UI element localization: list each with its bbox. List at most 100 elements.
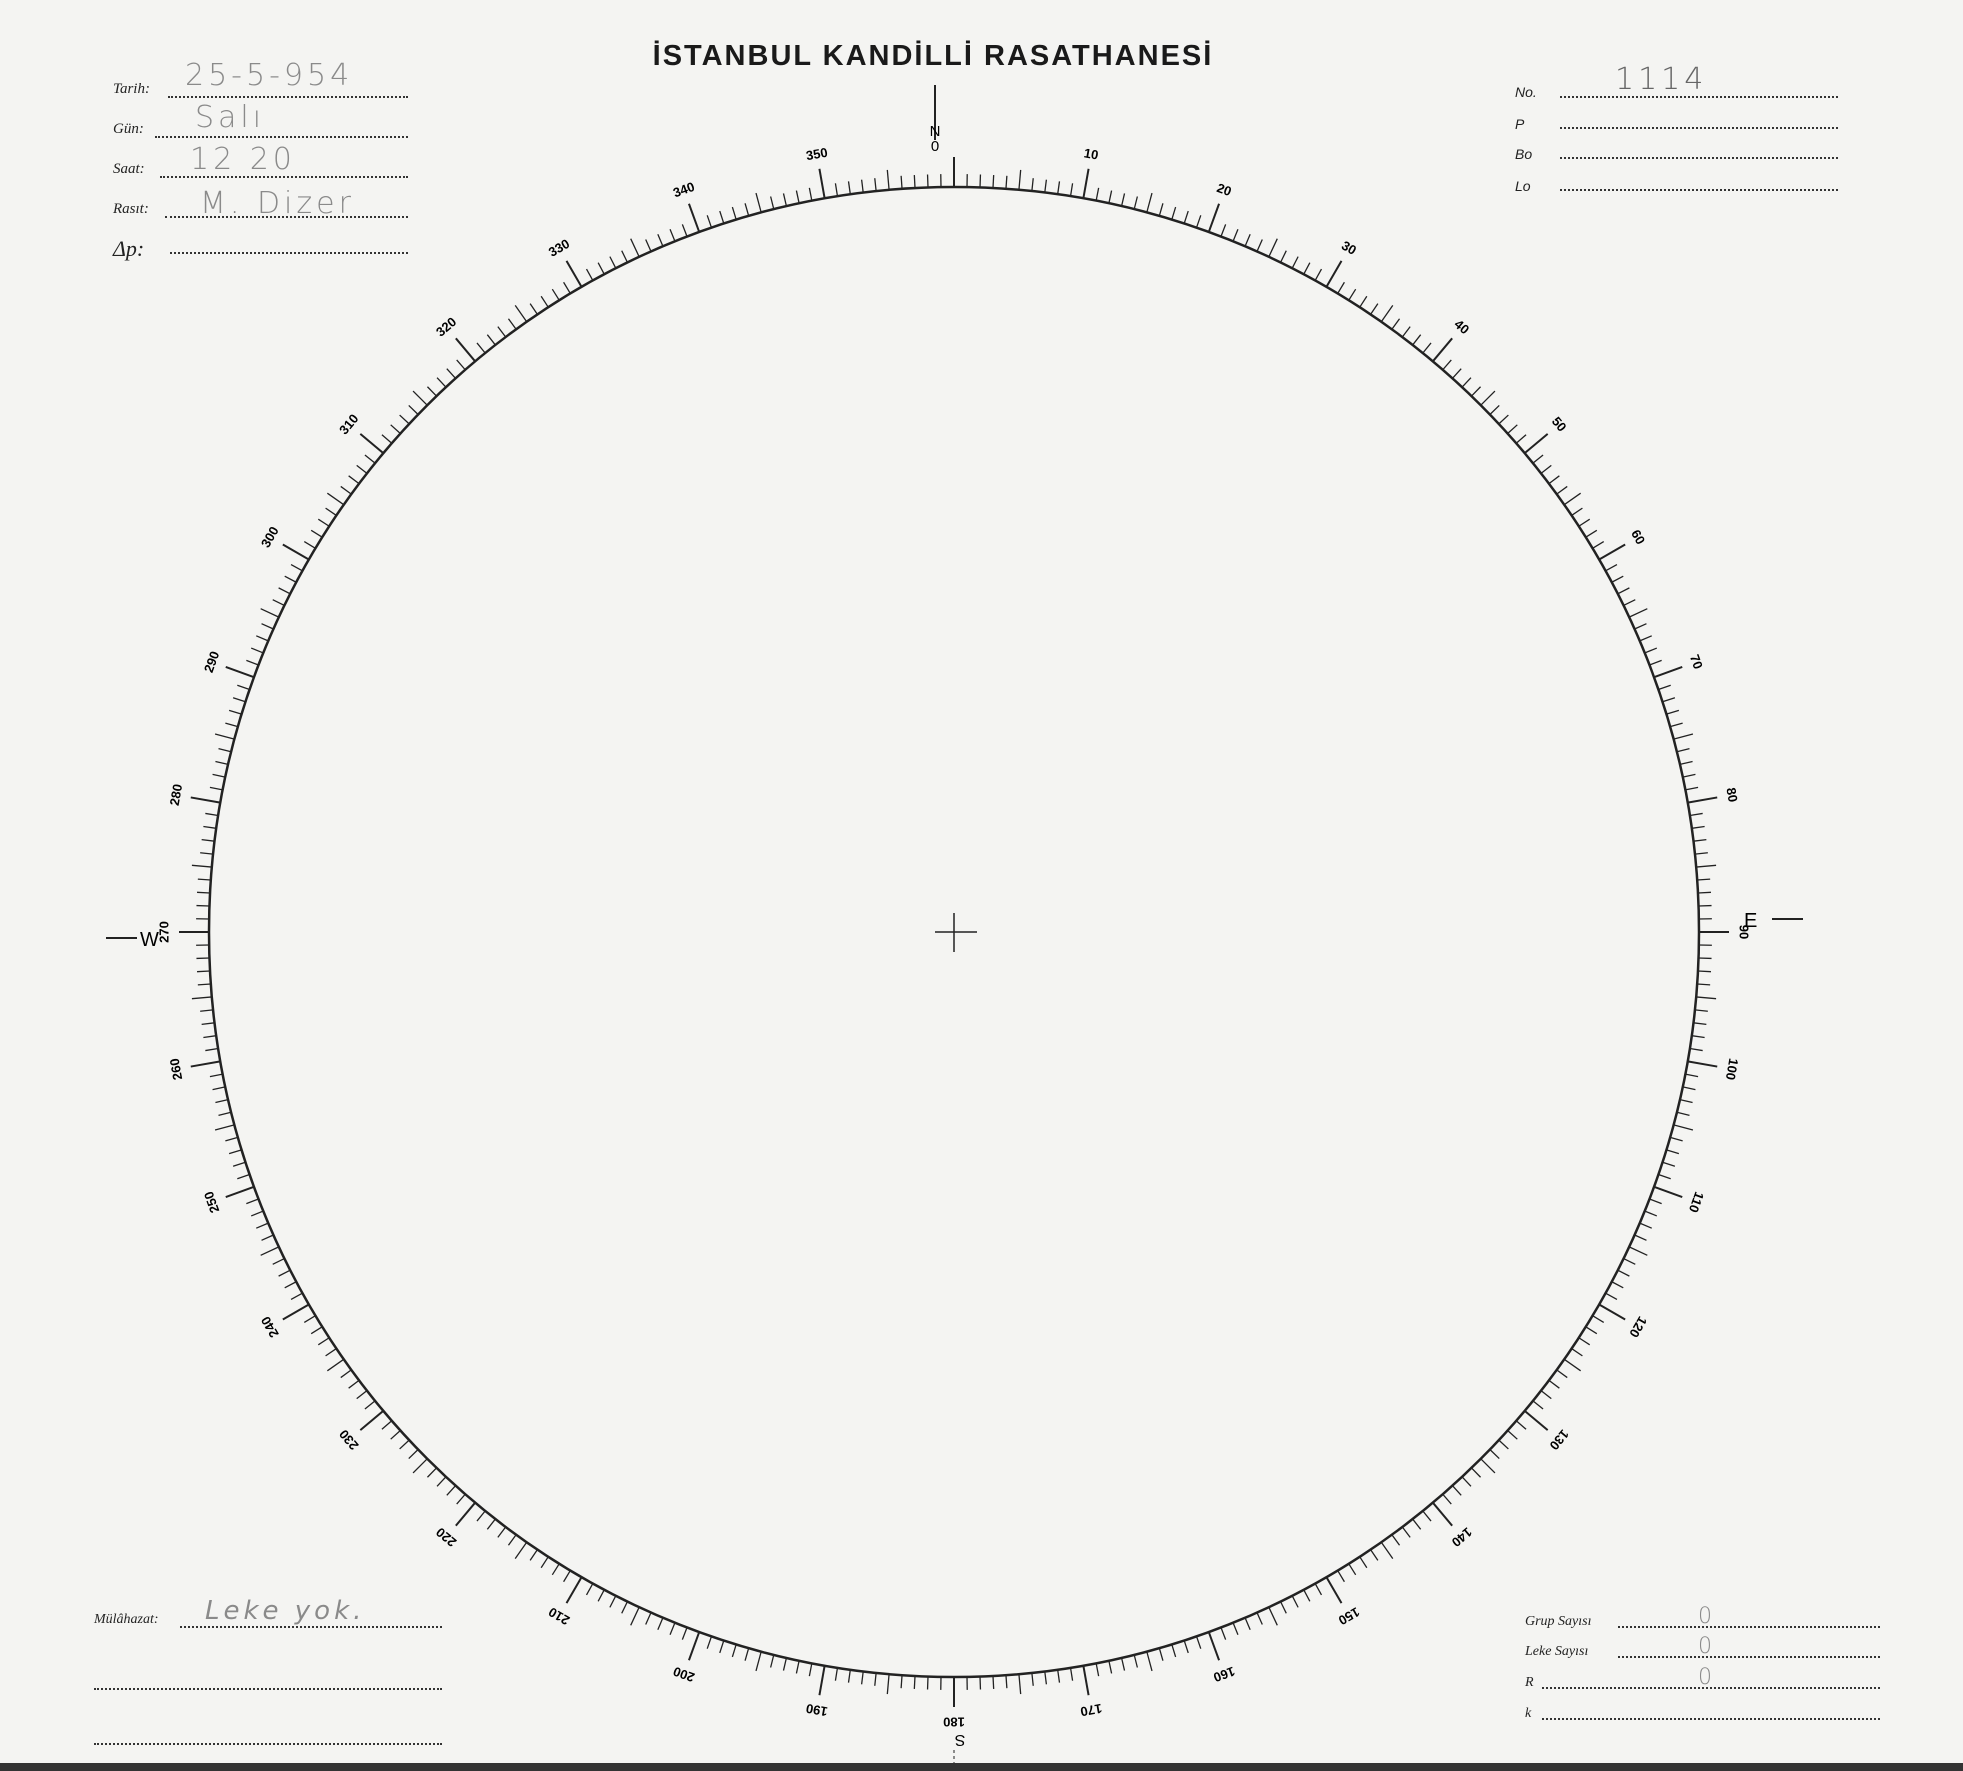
degree-tick xyxy=(1461,1476,1472,1487)
degree-label: 80 xyxy=(1723,786,1740,803)
degree-tick xyxy=(630,238,640,258)
degree-tick xyxy=(1666,1149,1680,1155)
field-label: Tarih: xyxy=(113,81,150,97)
degree-tick xyxy=(1452,1485,1462,1496)
degree-tick xyxy=(507,1534,517,1546)
degree-tick xyxy=(284,1281,297,1289)
degree-tick xyxy=(782,1657,788,1671)
degree-label: 30 xyxy=(1339,238,1359,258)
degree-tick xyxy=(1108,1660,1113,1674)
degree-tick xyxy=(1280,1601,1287,1614)
degree-tick xyxy=(1401,326,1411,338)
degree-tick xyxy=(1662,697,1676,703)
count-line xyxy=(1618,1656,1880,1658)
degree-tick xyxy=(476,1510,486,1522)
degree-tick xyxy=(1592,1315,1605,1323)
degree-tick xyxy=(687,1631,701,1661)
degree-tick xyxy=(795,1660,800,1674)
degree-tick xyxy=(1649,1198,1662,1205)
degree-tick xyxy=(278,587,291,595)
degree-tick xyxy=(886,169,890,190)
degree-tick xyxy=(197,891,211,894)
degree-tick xyxy=(250,647,264,654)
degree-tick xyxy=(203,825,217,829)
degree-tick xyxy=(1461,377,1472,388)
degree-tick xyxy=(847,1669,851,1683)
degree-label: 320 xyxy=(433,314,459,339)
degree-tick xyxy=(1676,1111,1690,1117)
degree-tick xyxy=(795,190,800,204)
field-label: Gün: xyxy=(113,121,144,137)
degree-tick xyxy=(201,838,215,842)
scan-edge xyxy=(0,1763,1963,1771)
degree-tick xyxy=(317,518,330,527)
count-label: Grup Sayısı xyxy=(1525,1614,1592,1629)
degree-tick xyxy=(1146,1651,1153,1672)
degree-tick xyxy=(1452,368,1462,379)
degree-tick xyxy=(201,1022,215,1026)
remarks-label: Mülâhazat: xyxy=(94,1612,159,1627)
degree-tick xyxy=(1133,196,1139,210)
degree-tick xyxy=(657,1617,664,1630)
degree-tick xyxy=(215,1098,229,1104)
degree-tick xyxy=(529,303,538,315)
degree-tick xyxy=(1314,268,1323,281)
degree-tick xyxy=(1280,250,1287,263)
field-label: Bo xyxy=(1515,146,1533,162)
degree-tick xyxy=(1623,599,1636,606)
degree-tick xyxy=(1548,475,1560,485)
degree-tick xyxy=(1256,1612,1263,1625)
degree-tick xyxy=(565,260,583,288)
degree-tick xyxy=(1183,1640,1189,1654)
degree-label: 240 xyxy=(258,1314,282,1340)
degree-tick xyxy=(1696,864,1717,868)
degree-tick xyxy=(212,1086,226,1091)
degree-tick xyxy=(1605,563,1618,572)
degree-tick xyxy=(886,1674,890,1695)
degree-tick xyxy=(860,1671,864,1685)
count-line xyxy=(1542,1718,1880,1720)
degree-tick xyxy=(1391,1534,1401,1546)
degree-tick xyxy=(507,318,517,330)
degree-tick xyxy=(900,1675,903,1689)
degree-tick xyxy=(225,722,239,728)
field-line xyxy=(1560,157,1838,159)
degree-tick xyxy=(782,193,788,207)
degree-tick xyxy=(1682,1086,1696,1091)
degree-tick xyxy=(1524,1410,1549,1431)
degree-tick xyxy=(260,1246,280,1256)
degree-tick xyxy=(1337,281,1345,294)
field-value-saat: 12 20 xyxy=(190,142,296,177)
degree-tick xyxy=(645,1612,652,1625)
degree-tick xyxy=(1018,1674,1022,1695)
degree-tick xyxy=(290,1292,303,1301)
degree-tick xyxy=(1605,1292,1618,1301)
degree-tick xyxy=(1662,1161,1676,1167)
degree-tick xyxy=(609,256,617,269)
degree-tick xyxy=(563,281,571,294)
degree-tick xyxy=(1146,192,1153,213)
degree-tick xyxy=(497,326,507,338)
degree-tick xyxy=(657,234,664,247)
degree-tick xyxy=(1639,1222,1652,1229)
degree-tick xyxy=(1133,1654,1139,1668)
degree-tick xyxy=(1571,507,1583,516)
degree-label: 160 xyxy=(1211,1664,1237,1686)
degree-tick xyxy=(1158,203,1164,217)
degree-label: 150 xyxy=(1336,1604,1362,1628)
degree-tick xyxy=(755,192,762,213)
field-line xyxy=(170,252,408,254)
degree-label: 270 xyxy=(156,921,171,943)
degree-tick xyxy=(1669,722,1683,728)
degree-tick xyxy=(390,424,401,434)
degree-tick xyxy=(597,262,605,275)
degree-tick xyxy=(744,1647,750,1661)
degree-tick xyxy=(1303,1589,1311,1602)
degree-tick xyxy=(645,239,652,252)
degree-tick xyxy=(744,203,750,217)
degree-tick xyxy=(212,773,226,778)
degree-tick xyxy=(455,337,476,362)
degree-tick xyxy=(1244,1617,1251,1630)
degree-tick xyxy=(1653,1185,1683,1199)
degree-tick xyxy=(1412,1518,1422,1530)
